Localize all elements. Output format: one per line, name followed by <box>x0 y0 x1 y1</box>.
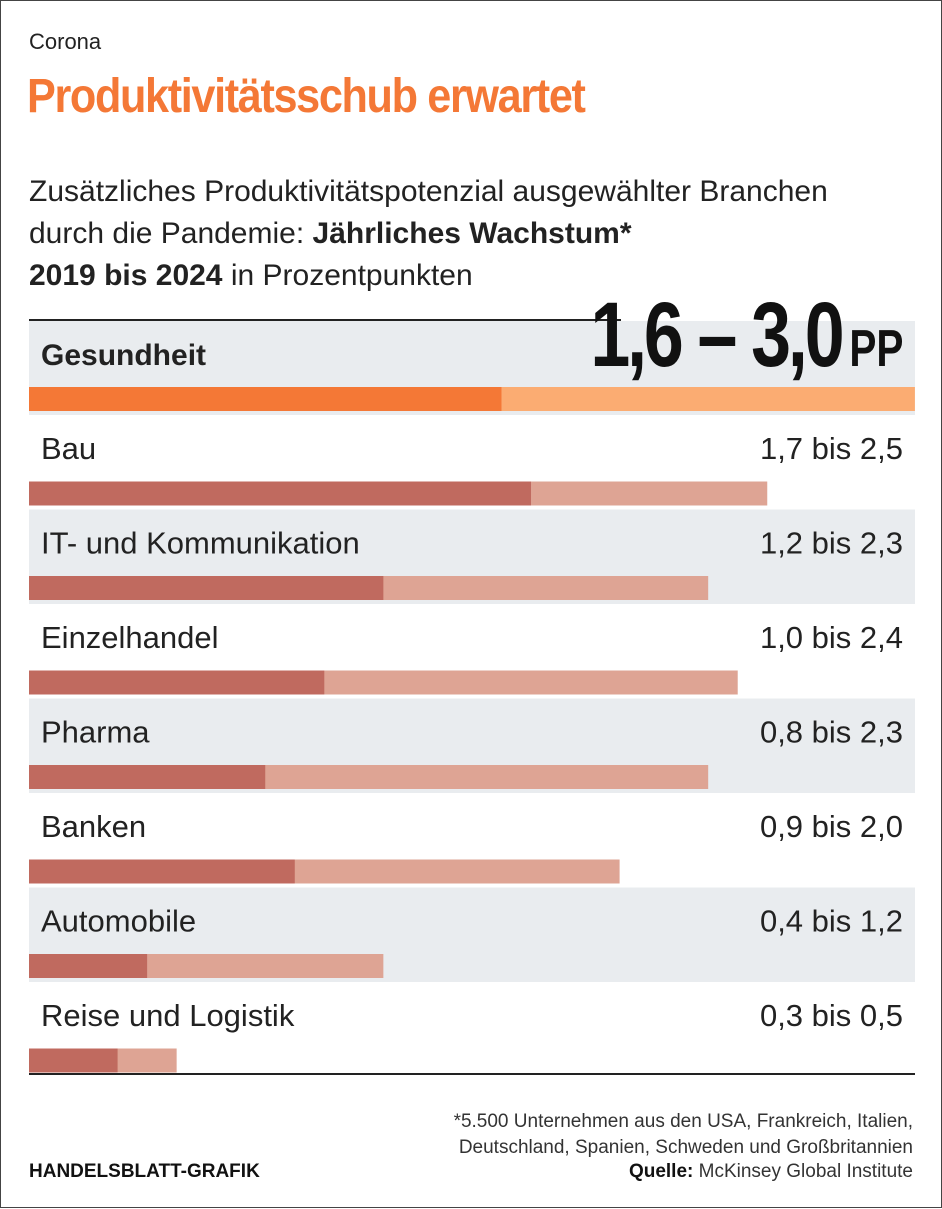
footnote-line-2: Deutschland, Spanien, Schweden und Großb… <box>458 1137 913 1158</box>
value-label: 0,9 bis 2,0 <box>760 809 903 844</box>
bar-low <box>29 954 148 978</box>
bar-low <box>29 765 266 789</box>
subtitle-rule <box>29 319 621 321</box>
value-label: 0,8 bis 2,3 <box>760 715 903 750</box>
footnote: *5.500 Unternehmen aus den USA, Frankrei… <box>454 1109 913 1161</box>
bar-low <box>29 1048 118 1073</box>
subtitle-bold-1: Jährliches Wachstum* <box>312 217 632 250</box>
category-label: IT- und Kommunikation <box>41 526 360 561</box>
category-label: Pharma <box>41 715 150 750</box>
subtitle-text-1: Zusätzliches Produktivitätspotenzial aus… <box>29 175 828 250</box>
bar-low <box>29 670 325 695</box>
highlight-value: 1,6 – 3,0 PP <box>589 283 903 386</box>
subtitle-bold-2: 2019 bis 2024 <box>29 259 223 292</box>
bar-low <box>29 859 295 884</box>
chart-subtitle: Zusätzliches Produktivitätspotenzial aus… <box>29 171 909 297</box>
chart-title: Produktivitätsschub erwartet <box>27 70 586 123</box>
bar-low <box>29 481 532 506</box>
highlight-number: 1,6 – 3,0 <box>589 284 844 386</box>
kicker: Corona <box>29 29 102 54</box>
source-text: McKinsey Global Institute <box>693 1161 913 1182</box>
brand-credit: HANDELSBLATT-GRAFIK <box>29 1161 260 1182</box>
value-label: 0,4 bis 1,2 <box>760 904 903 939</box>
category-label: Banken <box>41 809 146 844</box>
value-label: 1,2 bis 2,3 <box>760 526 903 561</box>
category-label: Bau <box>41 431 96 466</box>
value-label: 0,3 bis 0,5 <box>760 998 903 1033</box>
category-label: Reise und Logistik <box>41 998 295 1033</box>
bar-low <box>29 576 384 600</box>
category-label: Automobile <box>41 904 196 939</box>
footnote-line-1: *5.500 Unternehmen aus den USA, Frankrei… <box>453 1111 913 1132</box>
category-label: Gesundheit <box>41 339 206 372</box>
rows-layer: Gesundheit Bau 1,7 bis 2,5 IT- und Kommunik… <box>29 321 915 1073</box>
source-label: Quelle: <box>628 1161 694 1182</box>
subtitle-text-2: in Prozentpunkten <box>222 259 473 292</box>
value-label: 1,0 bis 2,4 <box>760 620 903 655</box>
highlight-unit: PP <box>848 320 903 378</box>
chart-bottom-rule <box>29 1073 915 1075</box>
bar-low <box>29 387 502 411</box>
category-label: Einzelhandel <box>41 620 219 655</box>
source: Quelle: McKinsey Global Institute <box>629 1161 913 1183</box>
value-label: 1,7 bis 2,5 <box>760 431 903 466</box>
